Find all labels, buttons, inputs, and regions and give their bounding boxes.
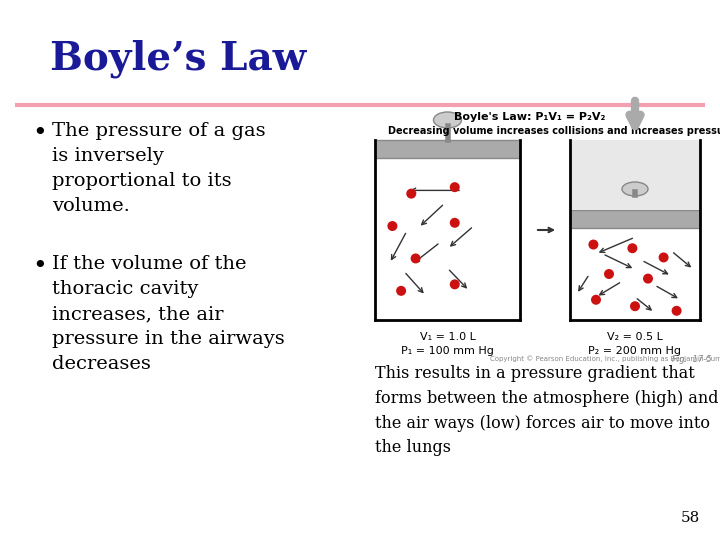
- Circle shape: [672, 306, 682, 316]
- Text: V₁ = 1.0 L
P₁ = 100 mm Hg: V₁ = 1.0 L P₁ = 100 mm Hg: [401, 332, 494, 356]
- Text: Boyle's Law: P₁V₁ = P₂V₂: Boyle's Law: P₁V₁ = P₂V₂: [454, 112, 606, 122]
- Text: Boyle’s Law: Boyle’s Law: [50, 40, 306, 78]
- Circle shape: [406, 188, 416, 199]
- Text: •: •: [32, 122, 47, 145]
- Circle shape: [588, 240, 598, 249]
- Circle shape: [630, 301, 640, 311]
- Circle shape: [591, 295, 601, 305]
- Text: V₂ = 0.5 L
P₂ = 200 mm Hg: V₂ = 0.5 L P₂ = 200 mm Hg: [588, 332, 682, 356]
- Circle shape: [627, 243, 637, 253]
- Bar: [570, 210, 700, 228]
- Circle shape: [643, 274, 653, 284]
- Text: Fig.  17-5: Fig. 17-5: [672, 355, 711, 364]
- Text: If the volume of the
thoracic cavity
increases, the air
pressure in the airways
: If the volume of the thoracic cavity inc…: [52, 255, 284, 373]
- Text: 58: 58: [680, 511, 700, 525]
- Ellipse shape: [433, 112, 462, 128]
- Circle shape: [450, 218, 460, 228]
- Text: Decreasing volume increases collisions and increases pressure.: Decreasing volume increases collisions a…: [388, 126, 720, 136]
- Bar: [375, 140, 520, 158]
- Text: This results in a pressure gradient that
forms between the atmosphere (high) and: This results in a pressure gradient that…: [375, 365, 719, 456]
- Ellipse shape: [622, 182, 648, 196]
- Text: •: •: [32, 255, 47, 278]
- Circle shape: [450, 279, 460, 289]
- Text: Copyright © Pearson Education, Inc., publishing as Benjamin Cummings.: Copyright © Pearson Education, Inc., pub…: [490, 355, 720, 362]
- Circle shape: [396, 286, 406, 296]
- Text: The pressure of a gas
is inversely
proportional to its
volume.: The pressure of a gas is inversely propo…: [52, 122, 266, 215]
- Circle shape: [410, 253, 420, 264]
- Bar: [570, 140, 700, 210]
- Circle shape: [387, 221, 397, 231]
- Circle shape: [450, 182, 460, 192]
- Circle shape: [604, 269, 614, 279]
- Circle shape: [659, 252, 669, 262]
